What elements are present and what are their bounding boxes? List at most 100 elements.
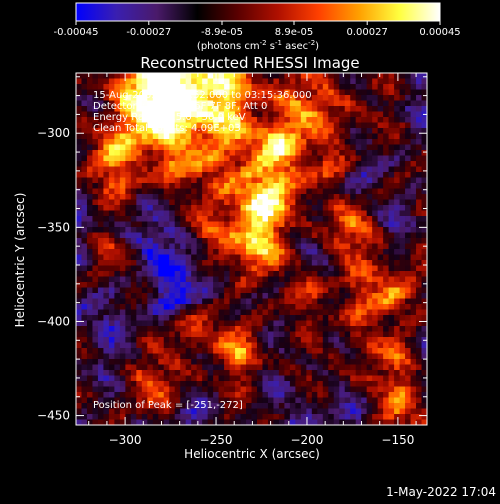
- heatmap-cell: [76, 73, 82, 79]
- colorbar: [75, 2, 441, 22]
- heatmap-cell: [344, 133, 351, 140]
- heatmap-cell: [361, 342, 368, 349]
- heatmap-cell: [174, 359, 181, 365]
- heatmap-cell: [284, 397, 291, 404]
- heatmap-cell: [361, 155, 368, 162]
- heatmap-cell: [235, 73, 241, 79]
- heatmap-cell: [81, 84, 88, 90]
- heatmap-cell: [246, 95, 252, 101]
- heatmap-cell: [372, 177, 379, 184]
- heatmap-cell: [202, 84, 209, 90]
- heatmap-cell: [377, 342, 384, 349]
- heatmap-cell: [300, 348, 307, 354]
- heatmap-cell: [141, 111, 148, 118]
- heatmap-cell: [136, 111, 143, 118]
- heatmap-cell: [328, 408, 335, 415]
- heatmap-cell: [377, 89, 384, 96]
- heatmap-cell: [328, 419, 335, 426]
- heatmap-cell: [224, 364, 230, 371]
- heatmap-cell: [169, 100, 176, 107]
- heatmap-cell: [185, 397, 192, 404]
- heatmap-cell: [377, 271, 384, 277]
- heatmap-cell: [136, 133, 143, 140]
- heatmap-cell: [103, 408, 110, 415]
- heatmap-cell: [147, 243, 154, 250]
- heatmap-cell: [333, 309, 340, 316]
- heatmap-cell: [130, 221, 137, 228]
- heatmap-cell: [136, 304, 143, 310]
- heatmap-cell: [81, 293, 88, 299]
- heatmap-cell: [246, 166, 252, 173]
- heatmap-cell: [246, 172, 252, 178]
- heatmap-cell: [377, 133, 384, 140]
- heatmap-cell: [119, 353, 126, 360]
- heatmap-cell: [377, 348, 384, 354]
- heatmap-cell: [108, 199, 115, 206]
- heatmap-cell: [218, 155, 225, 162]
- heatmap-cell: [377, 414, 384, 420]
- heatmap-cell: [366, 342, 373, 349]
- heatmap-cell: [196, 161, 203, 167]
- heatmap-cell: [339, 238, 346, 244]
- heatmap-cell: [174, 392, 181, 398]
- heatmap-cell: [273, 331, 280, 338]
- heatmap-cell: [339, 133, 346, 140]
- heatmap-cell: [394, 386, 400, 393]
- heatmap-cell: [240, 419, 247, 426]
- heatmap-cell: [246, 199, 252, 206]
- heatmap-cell: [196, 243, 203, 250]
- heatmap-cell: [366, 216, 373, 222]
- heatmap-cell: [207, 100, 214, 107]
- heatmap-cell: [196, 298, 203, 305]
- heatmap-cell: [114, 293, 121, 299]
- heatmap-cell: [76, 276, 82, 283]
- heatmap-cell: [207, 249, 214, 255]
- heatmap-cell: [202, 331, 209, 338]
- heatmap-cell: [394, 216, 400, 222]
- heatmap-cell: [163, 84, 170, 90]
- heatmap-cell: [196, 221, 203, 228]
- heatmap-cell: [108, 249, 115, 255]
- heatmap-cell: [328, 342, 335, 349]
- heatmap-cell: [130, 276, 137, 283]
- heatmap-cell: [355, 117, 362, 123]
- heatmap-cell: [114, 315, 121, 321]
- heatmap-cell: [224, 111, 230, 118]
- heatmap-cell: [366, 282, 373, 288]
- heatmap-cell: [300, 381, 307, 387]
- heatmap-cell: [125, 111, 132, 118]
- heatmap-cell: [256, 84, 263, 90]
- heatmap-cell: [174, 254, 181, 261]
- heatmap-cell: [421, 381, 428, 387]
- heatmap-cell: [207, 392, 214, 398]
- heatmap-cell: [284, 194, 291, 200]
- heatmap-cell: [246, 282, 252, 288]
- heatmap-cell: [141, 133, 148, 140]
- heatmap-cell: [256, 260, 263, 266]
- heatmap-cell: [202, 150, 209, 156]
- heatmap-cell: [251, 249, 258, 255]
- heatmap-cell: [229, 315, 236, 321]
- heatmap-cell: [119, 128, 126, 134]
- heatmap-cell: [300, 298, 307, 305]
- heatmap-cell: [86, 359, 93, 365]
- heatmap-cell: [317, 139, 324, 145]
- heatmap-cell: [108, 78, 115, 85]
- heatmap-cell: [169, 172, 176, 178]
- heatmap-cell: [405, 155, 411, 162]
- heatmap-cell: [394, 221, 400, 228]
- heatmap-cell: [125, 117, 132, 123]
- heatmap-cell: [399, 73, 406, 79]
- heatmap-cell: [92, 177, 99, 184]
- heatmap-cell: [207, 155, 214, 162]
- heatmap-cell: [361, 375, 368, 382]
- heatmap-cell: [229, 298, 236, 305]
- heatmap-cell: [344, 282, 351, 288]
- heatmap-cell: [136, 337, 143, 343]
- heatmap-cell: [169, 199, 176, 206]
- heatmap-cell: [328, 221, 335, 228]
- heatmap-cell: [333, 166, 340, 173]
- heatmap-cell: [361, 414, 368, 420]
- heatmap-cell: [421, 78, 428, 85]
- heatmap-cell: [141, 243, 148, 250]
